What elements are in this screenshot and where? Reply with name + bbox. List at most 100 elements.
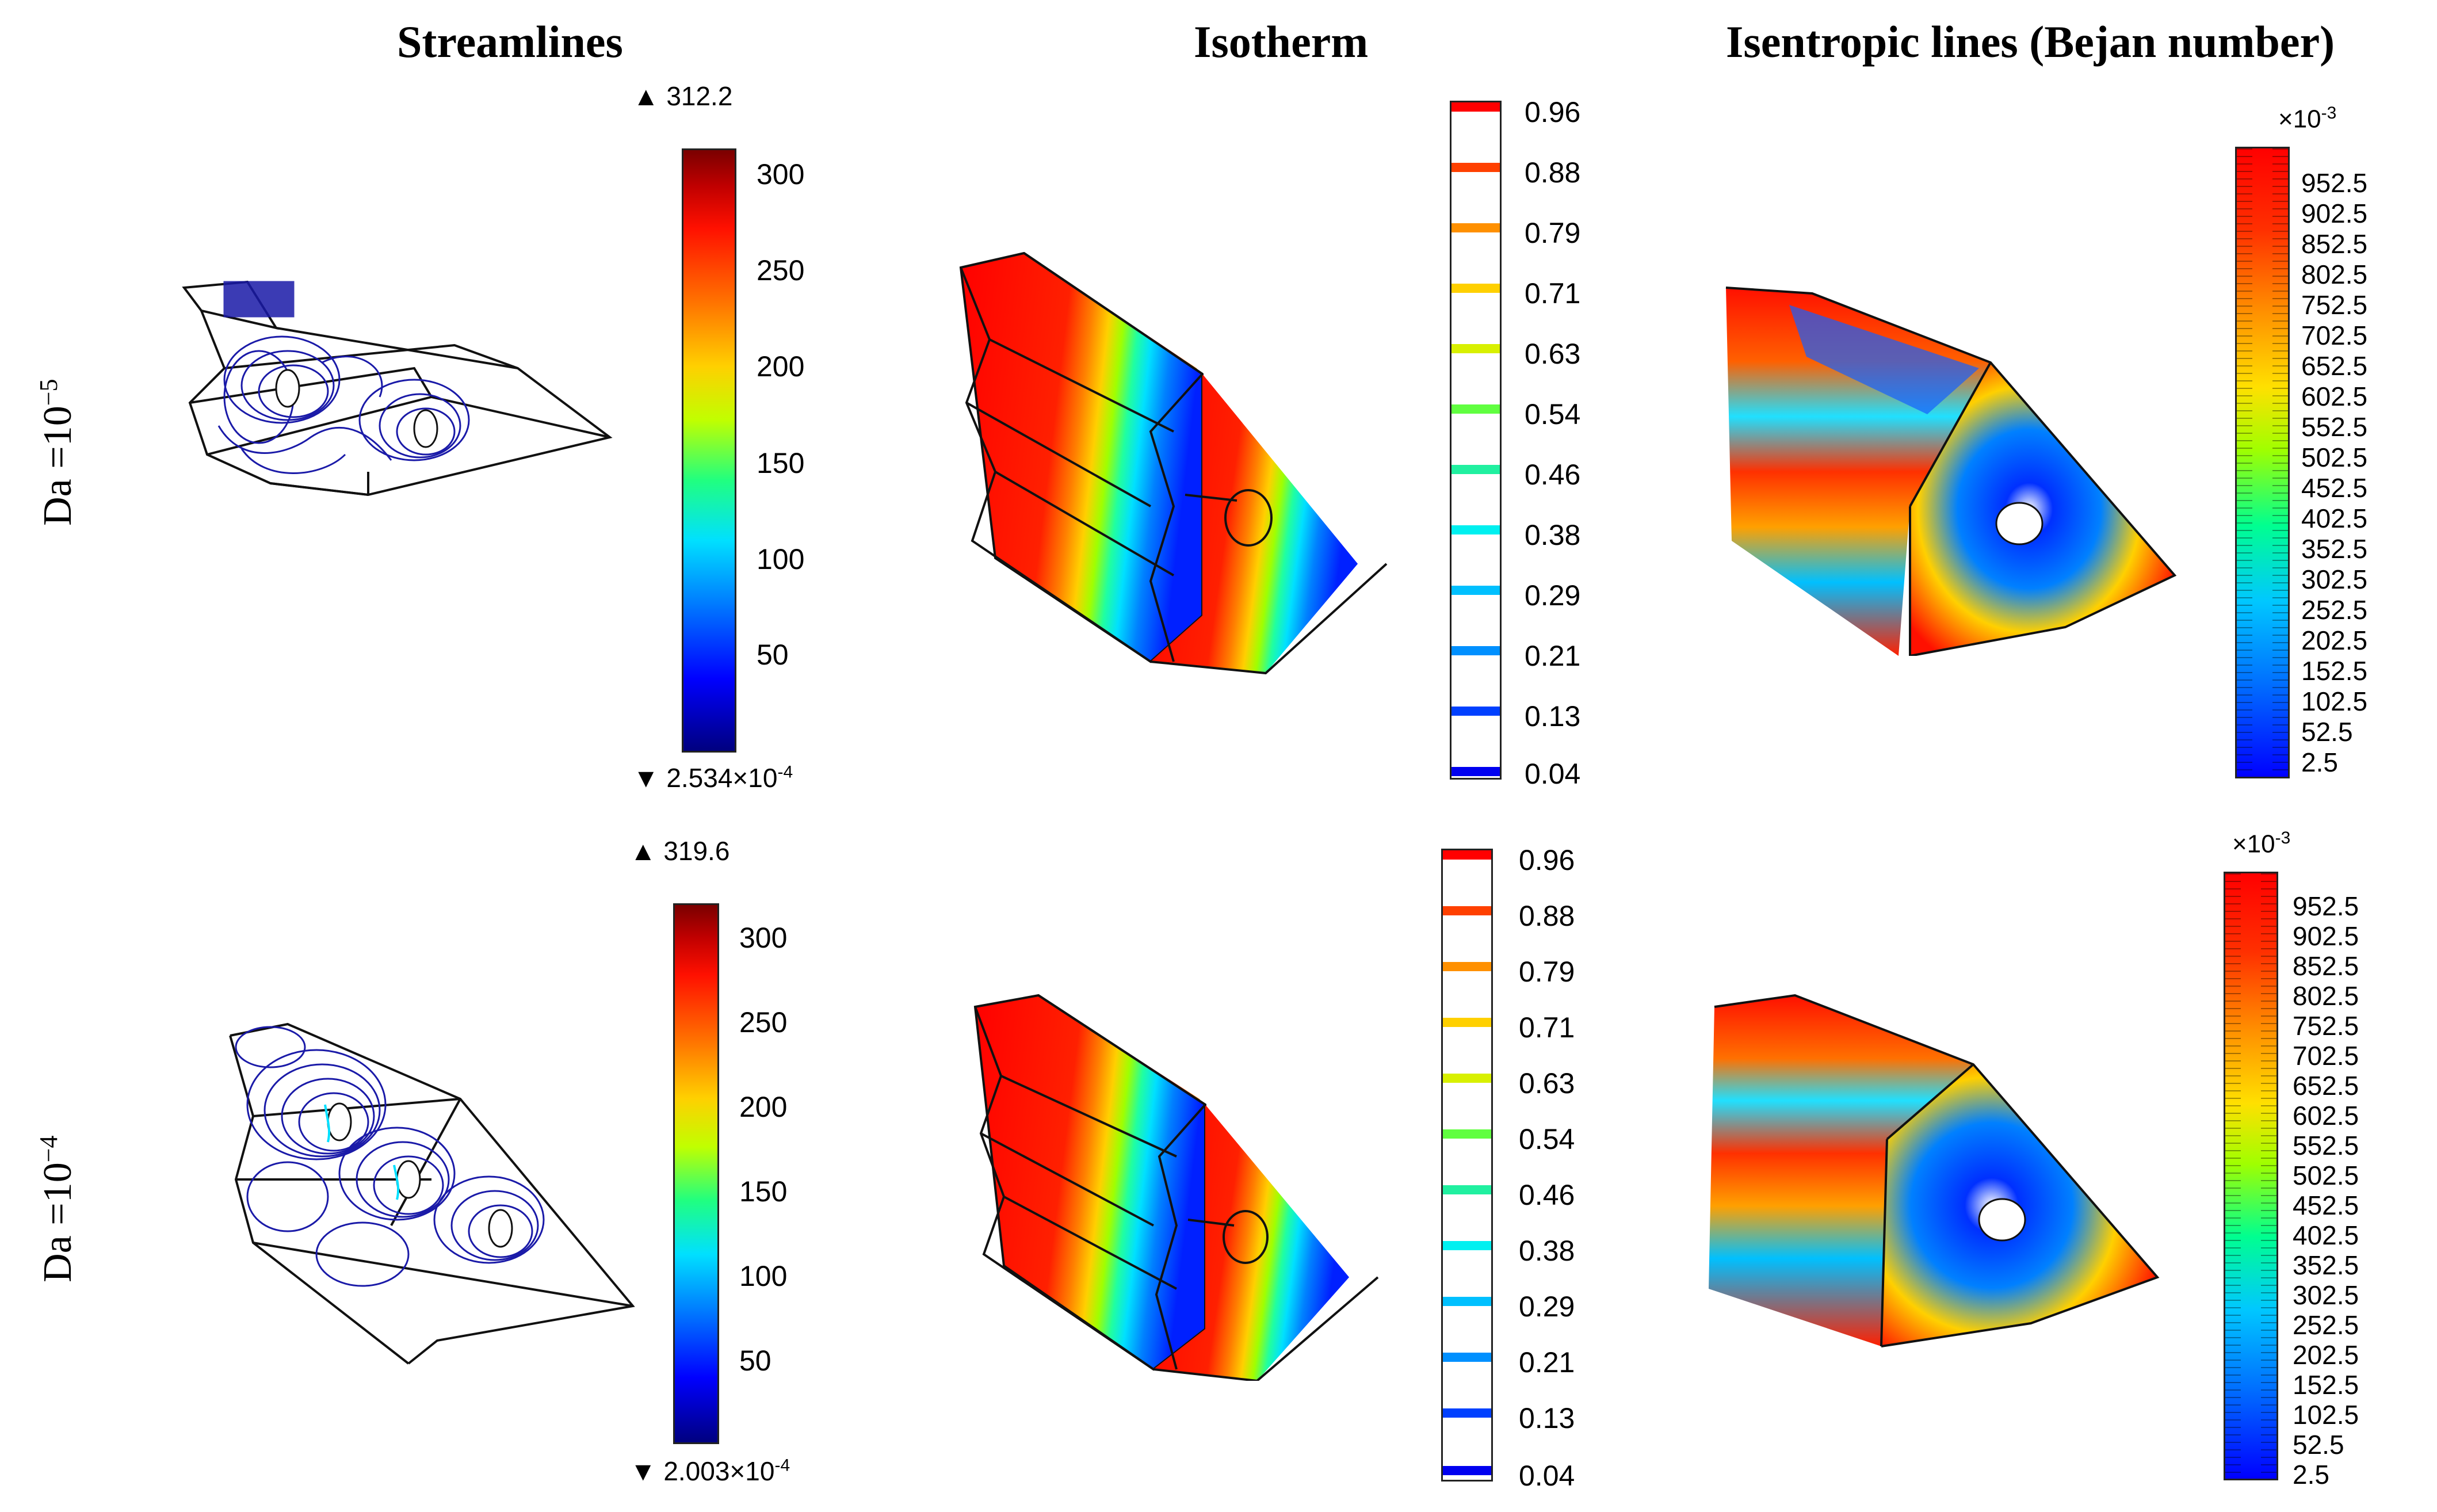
bejan-tick: 902.5 (2293, 921, 2359, 951)
iso-level-line (1443, 1466, 1491, 1475)
stream-tick: 200 (739, 1091, 788, 1123)
iso-level-line (1443, 850, 1491, 860)
bejan-tick: 752.5 (2293, 1011, 2359, 1041)
iso-colorbar-row2 (1441, 849, 1493, 1482)
stream-tick: 150 (739, 1175, 788, 1208)
bejan-tick: 252.5 (2301, 595, 2368, 625)
bejan-tick: 2.5 (2301, 747, 2338, 777)
bejan-tick: 302.5 (2301, 564, 2368, 594)
bejan-tick: 402.5 (2301, 503, 2368, 533)
iso-level-line (1451, 767, 1500, 776)
stream-colorbar-row2 (673, 903, 719, 1444)
iso-level-line (1443, 1241, 1491, 1250)
iso-tick: 0.46 (1519, 1179, 1575, 1211)
iso-tick: 0.54 (1525, 398, 1581, 430)
iso-tick: 0.04 (1525, 758, 1581, 790)
row-label-da-1e-5: Da =10−5 (34, 379, 81, 526)
bejan-plot-row1 (1725, 287, 2177, 656)
bejan-tick: 502.5 (2293, 1160, 2359, 1190)
iso-level-line (1451, 163, 1500, 172)
bejan-tick: 802.5 (2293, 981, 2359, 1011)
iso-tick: 0.29 (1525, 579, 1581, 612)
iso-tick: 0.63 (1525, 338, 1581, 370)
title-isentropic: Isentropic lines (Bejan number) (1726, 17, 2335, 67)
iso-level-line (1443, 1129, 1491, 1139)
bejan-tick: 402.5 (2293, 1220, 2359, 1250)
bejan-tick: 552.5 (2293, 1131, 2359, 1160)
stream-tick: 250 (739, 1006, 788, 1038)
bejan-tick: 852.5 (2301, 229, 2368, 259)
iso-tick: 0.88 (1519, 900, 1575, 932)
iso-level-line (1451, 223, 1500, 232)
bejan-tick: 352.5 (2301, 534, 2368, 564)
stream-max-row2: ▲ 319.6 (630, 836, 730, 866)
iso-level-line (1451, 102, 1500, 112)
iso-tick: 0.38 (1525, 519, 1581, 551)
iso-tick: 0.46 (1525, 459, 1581, 491)
stream-tick: 150 (757, 447, 805, 479)
bejan-tick: 952.5 (2301, 168, 2368, 198)
bejan-tick: 452.5 (2301, 473, 2368, 503)
bejan-tick: 652.5 (2293, 1071, 2359, 1101)
iso-tick: 0.38 (1519, 1235, 1575, 1267)
iso-level-line (1443, 1297, 1491, 1306)
stream-tick: 250 (757, 254, 805, 287)
bejan-tick: 502.5 (2301, 442, 2368, 472)
title-isotherm: Isotherm (1194, 17, 1369, 67)
iso-level-line (1443, 1408, 1491, 1418)
iso-tick: 0.96 (1525, 96, 1581, 128)
row-label-da-1e-4: Da =10−4 (34, 1135, 81, 1282)
iso-level-line (1443, 1018, 1491, 1027)
bejan-tick: 952.5 (2293, 891, 2359, 921)
bejan-tick: 602.5 (2293, 1101, 2359, 1131)
iso-tick: 0.29 (1519, 1290, 1575, 1323)
bejan-tick: 752.5 (2301, 290, 2368, 320)
bejan-tick: 552.5 (2301, 412, 2368, 442)
iso-level-line (1451, 646, 1500, 655)
iso-level-line (1443, 1353, 1491, 1362)
bejan-tick: 102.5 (2301, 686, 2368, 716)
iso-tick: 0.21 (1519, 1346, 1575, 1379)
stream-max-row1: ▲ 312.2 (633, 81, 733, 111)
streamlines-plot-row2 (229, 1022, 635, 1365)
stream-tick: 100 (757, 543, 805, 575)
bejan-tick: 652.5 (2301, 351, 2368, 381)
bejan-tick: 202.5 (2301, 625, 2368, 655)
bejan-tick: 702.5 (2293, 1041, 2359, 1071)
iso-level-line (1443, 906, 1491, 915)
stream-tick: 100 (739, 1260, 788, 1292)
iso-tick: 0.96 (1519, 844, 1575, 876)
iso-level-line (1451, 707, 1500, 716)
stream-tick: 300 (739, 922, 788, 954)
iso-tick: 0.04 (1519, 1460, 1575, 1492)
bejan-multiplier-row2: ×10-3 (2232, 828, 2291, 858)
isotherm-plot-row1 (959, 251, 1388, 675)
iso-tick: 0.13 (1525, 700, 1581, 732)
iso-tick: 0.79 (1519, 956, 1575, 988)
iso-level-line (1443, 1185, 1491, 1194)
iso-level-line (1451, 586, 1500, 595)
bejan-tick: 102.5 (2293, 1400, 2359, 1430)
stream-tick: 200 (757, 350, 805, 383)
bejan-tick: 702.5 (2301, 320, 2368, 350)
iso-level-line (1443, 962, 1491, 971)
iso-level-line (1451, 284, 1500, 293)
bejan-tick: 802.5 (2301, 259, 2368, 289)
bejan-tick: 852.5 (2293, 951, 2359, 981)
bejan-colorbar-row1 (2235, 147, 2290, 778)
iso-level-line (1451, 404, 1500, 414)
iso-colorbar-row1 (1450, 101, 1502, 780)
iso-tick: 0.79 (1525, 217, 1581, 249)
stream-tick: 50 (739, 1345, 771, 1377)
iso-tick: 0.71 (1525, 277, 1581, 310)
isotherm-plot-row2 (973, 994, 1379, 1381)
stream-colorbar-row1 (682, 148, 736, 753)
bejan-plot-row2 (1709, 994, 2160, 1347)
iso-tick: 0.21 (1525, 640, 1581, 672)
iso-level-line (1443, 1074, 1491, 1083)
bejan-multiplier-row1: ×10-3 (2278, 104, 2337, 133)
bejan-tick: 302.5 (2293, 1280, 2359, 1310)
iso-tick: 0.54 (1519, 1123, 1575, 1155)
stream-tick: 300 (757, 158, 805, 190)
iso-level-line (1451, 344, 1500, 353)
